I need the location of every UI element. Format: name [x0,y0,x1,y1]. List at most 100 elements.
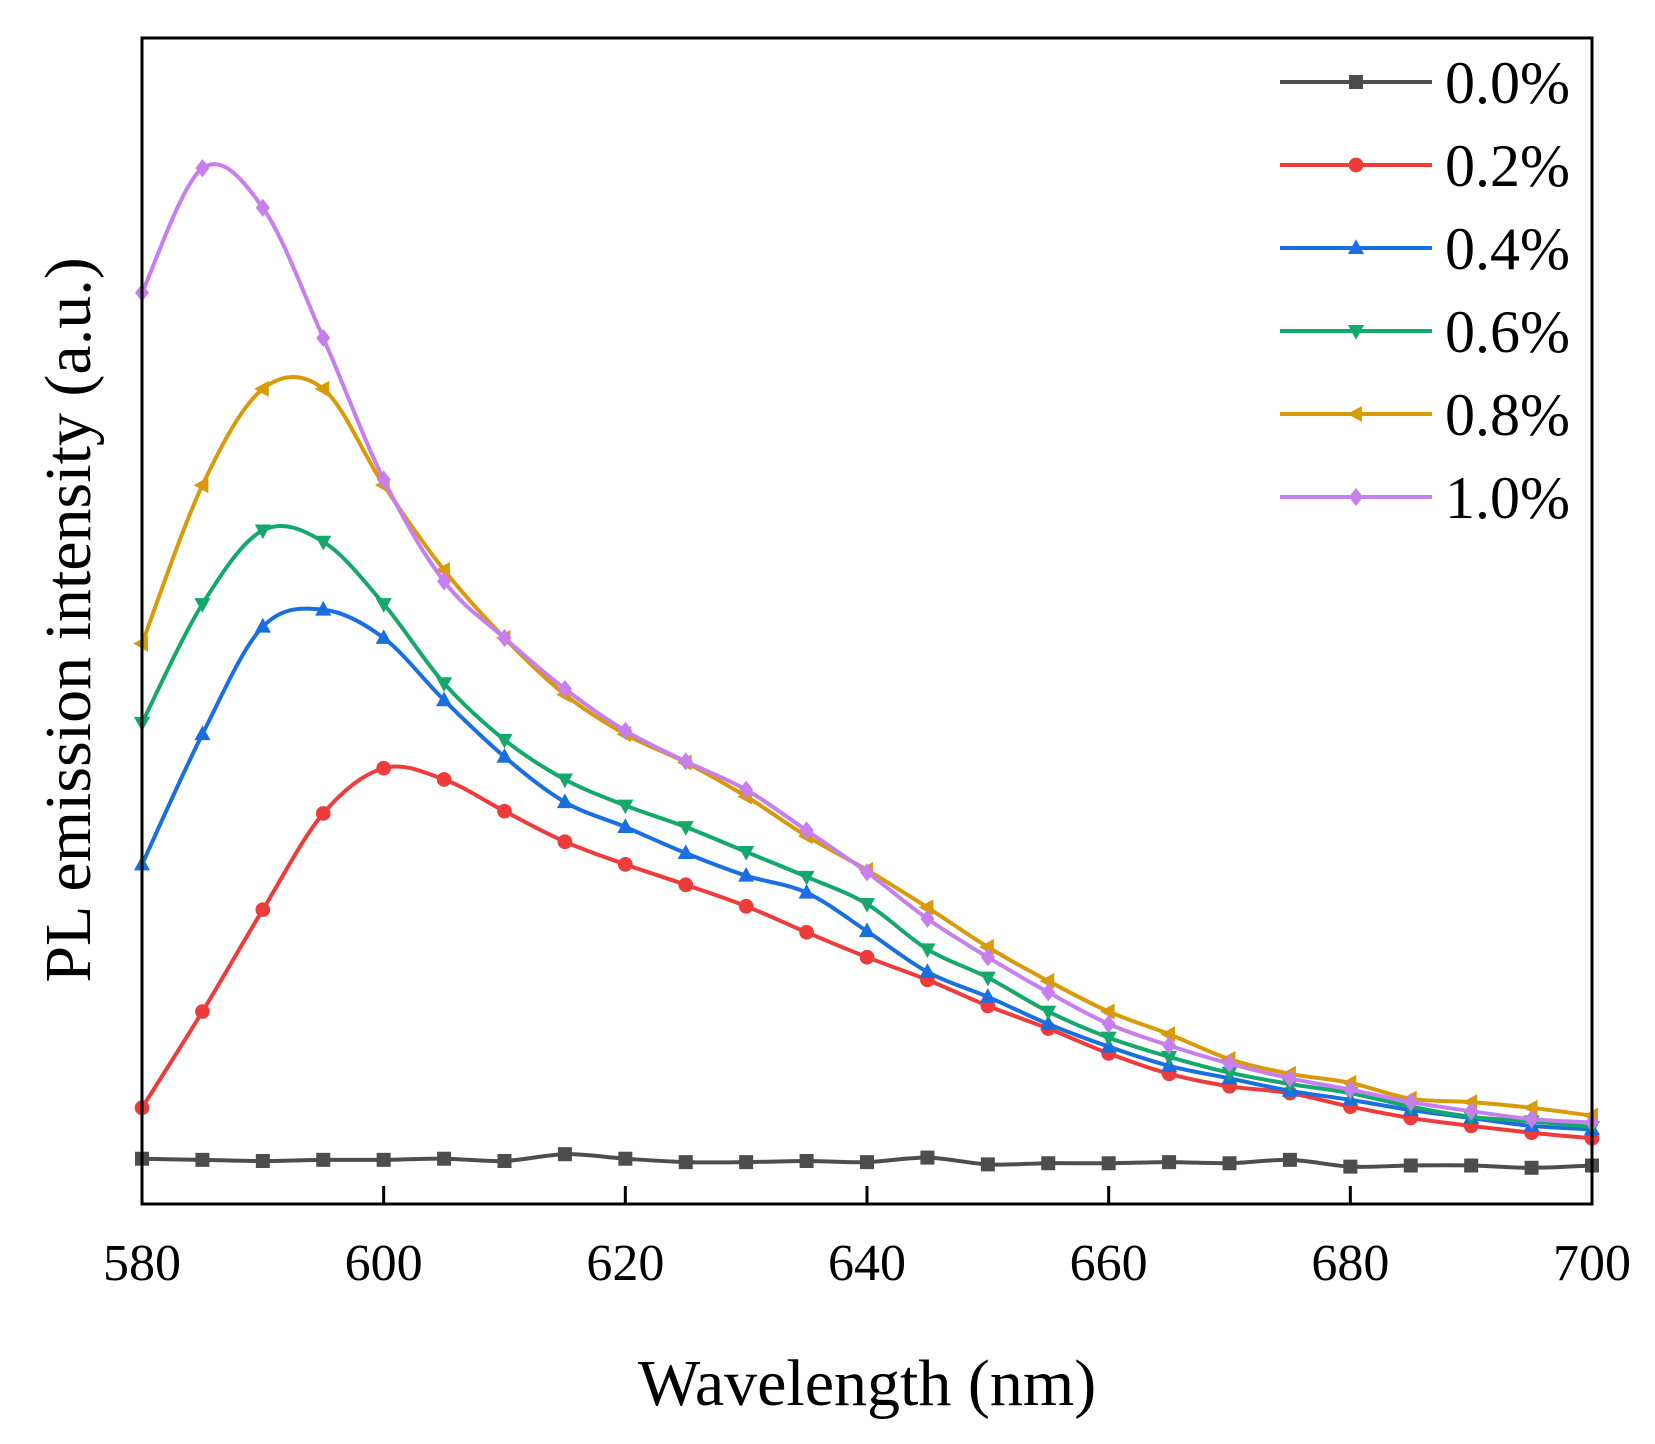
point-0.6%-635 [798,870,815,886]
legend-item-1.0%: 1.0% [1280,465,1570,531]
point-0.6%-595 [315,535,332,551]
point-0.2%-600 [376,760,392,776]
point-0.0%-675 [1282,1152,1297,1167]
point-0.2%-635 [799,924,814,940]
point-0.2%-590 [255,902,271,918]
point-0.2%-620 [617,857,633,872]
point-0.0%-650 [980,1157,995,1172]
series-0.8% [133,375,1598,1124]
point-0.6%-585 [194,598,211,613]
series-line-0.8% [140,375,1593,1118]
point-0.6%-645 [919,943,936,959]
point-0.8%-650 [979,938,994,956]
legend-label-0.6%: 0.6% [1445,299,1570,365]
x-axis-ticks: 580 600 620 640 660 680 700 [103,1186,1631,1292]
point-0.4%-625 [677,844,694,860]
point-0.2%-640 [859,949,875,965]
point-0.6%-665 [1161,1050,1178,1066]
x-tick-label-680: 680 [1311,1235,1389,1292]
point-0.6%-625 [677,821,694,836]
legend-item-0.0%: 0.0% [1280,50,1570,116]
point-0.4%-590 [254,617,271,633]
legend-marker-0.4% [1347,239,1365,254]
series-line-0.6% [140,524,1593,1129]
point-0.4%-630 [738,866,755,882]
point-0.0%-635 [799,1153,814,1168]
legend-marker-1.0% [1349,487,1363,507]
point-0.8%-595 [314,380,330,397]
point-0.4%-595 [315,600,332,616]
point-0.8%-645 [918,899,934,916]
x-tick-label-660: 660 [1070,1235,1148,1292]
point-0.0%-680 [1343,1159,1358,1174]
point-0.0%-590 [255,1153,270,1168]
point-0.8%-590 [254,380,269,397]
point-1.0%-620 [618,721,633,740]
point-0.6%-650 [979,971,996,987]
point-1.0%-605 [437,572,452,591]
legend: 0.0% 0.2% 0.4% 0.6% 0.8% 1.0% [1280,50,1570,531]
point-1.0%-635 [799,821,814,840]
point-0.0%-670 [1222,1156,1237,1171]
series-0.6% [133,524,1601,1136]
legend-marker-0.6% [1347,325,1365,340]
point-1.0%-630 [739,780,754,799]
legend-label-0.4%: 0.4% [1445,216,1570,282]
point-0.0%-600 [376,1152,391,1167]
point-0.0%-685 [1403,1158,1418,1173]
series-0.0% [135,1147,1599,1175]
point-0.6%-605 [436,677,453,693]
point-0.0%-605 [437,1151,452,1166]
point-0.6%-670 [1221,1066,1238,1082]
point-1.0%-670 [1222,1054,1237,1073]
point-0.4%-585 [194,725,211,741]
x-tick-label-700: 700 [1553,1235,1631,1292]
point-0.4%-640 [858,922,876,938]
point-0.0%-645 [920,1150,935,1165]
legend-item-0.8%: 0.8% [1280,382,1570,448]
point-0.2%-585 [195,1004,210,1019]
point-0.2%-630 [738,898,754,914]
point-0.6%-655 [1040,1005,1057,1021]
point-0.4%-650 [979,988,996,1003]
point-0.0%-665 [1162,1155,1177,1170]
point-1.0%-690 [1464,1102,1479,1121]
point-0.2%-625 [678,877,694,893]
point-1.0%-600 [376,470,391,489]
point-0.0%-695 [1524,1160,1539,1175]
point-1.0%-640 [860,863,874,882]
series-0.2% [134,760,1600,1146]
point-0.4%-605 [436,691,453,707]
legend-label-1.0%: 1.0% [1445,465,1570,531]
point-0.8%-660 [1099,1003,1115,1020]
legend-item-0.6%: 0.6% [1280,299,1570,365]
legend-label-0.8%: 0.8% [1445,382,1570,448]
point-0.0%-690 [1464,1158,1479,1173]
point-0.8%-605 [435,562,451,579]
point-1.0%-665 [1162,1036,1177,1055]
legend-marker-0.2% [1348,157,1364,173]
point-1.0%-660 [1101,1014,1116,1034]
legend-marker-0.0% [1349,75,1363,89]
point-0.4%-615 [556,793,573,809]
point-0.8%-695 [1522,1099,1538,1116]
point-0.2%-610 [497,803,512,819]
point-0.4%-610 [496,748,513,763]
series-line-0.4% [140,606,1593,1132]
point-0.6%-640 [858,898,876,913]
point-1.0%-650 [980,948,995,967]
point-1.0%-585 [195,159,210,178]
point-1.0%-695 [1524,1109,1539,1129]
point-0.0%-610 [497,1153,512,1168]
point-0.0%-615 [557,1147,572,1162]
legend-marker-0.8% [1347,405,1362,423]
series-1.0% [135,159,1599,1132]
point-0.0%-620 [618,1151,633,1166]
point-0.0%-660 [1101,1156,1116,1171]
point-0.8%-665 [1160,1026,1176,1043]
point-0.6%-600 [375,598,392,613]
x-tick-label-640: 640 [828,1235,906,1292]
series-layer [133,159,1601,1175]
point-0.0%-640 [860,1155,874,1170]
